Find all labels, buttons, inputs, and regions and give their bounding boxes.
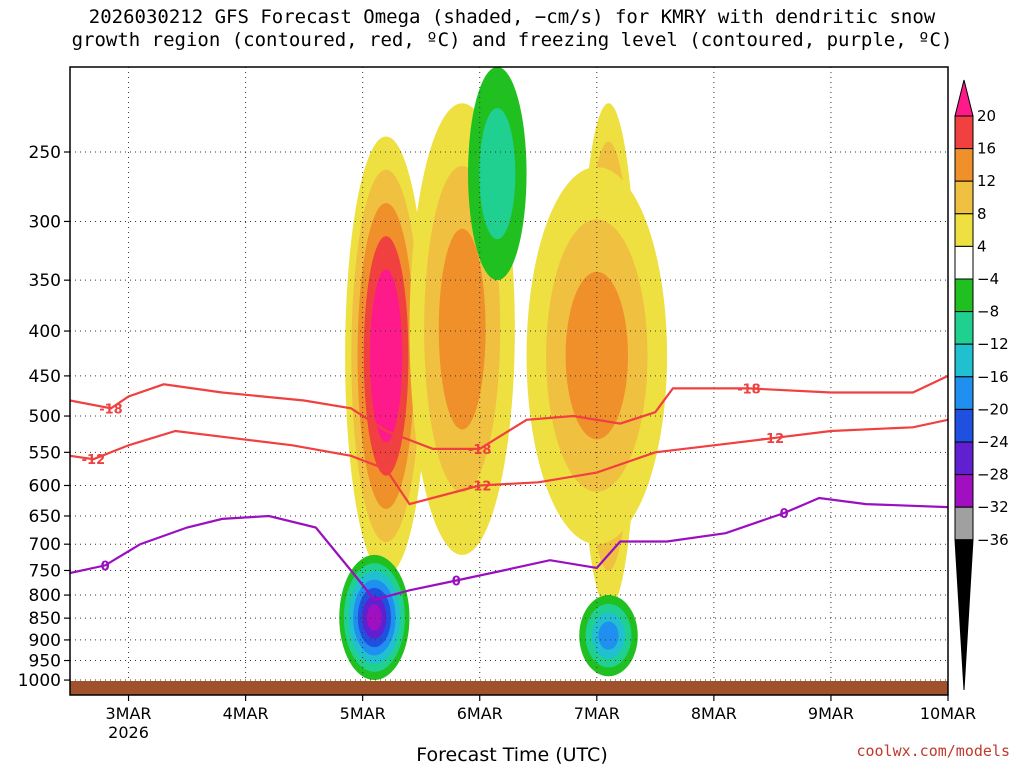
contour-label--12C-1: -12: [468, 479, 492, 494]
y-tick-label-8: 650: [29, 507, 61, 527]
colorbar-box-13: [954, 506, 974, 541]
y-axis: 2503003504004505005506006507007508008509…: [18, 143, 70, 691]
title-line-2: growth region (contoured, red, ºC) and f…: [71, 29, 953, 51]
y-tick-label-5: 500: [29, 407, 61, 427]
y-tick-label-15: 1000: [18, 671, 61, 691]
colorbar-label-13: −36: [977, 531, 1009, 549]
y-tick-label-14: 950: [29, 652, 61, 672]
omega-band-1-2: [438, 228, 486, 430]
colorbar-label-10: −24: [977, 433, 1009, 451]
colorbar-box-2: [954, 148, 974, 182]
colorbar-label-5: −4: [977, 270, 999, 288]
y-tick-label-13: 900: [29, 631, 61, 651]
colorbar-label-1: 16: [977, 140, 996, 158]
y-tick-label-7: 600: [29, 476, 61, 496]
colorbar-legend: 20 16 12 8 4 −4 −8 −12 −16 −20 −24 −28 −32 −36: [954, 79, 1009, 691]
colorbar-box-3: [954, 180, 974, 215]
colorbar-label-4: 4: [977, 237, 987, 255]
colorbar-box-5: [954, 245, 974, 280]
colorbar-label-8: −16: [977, 368, 1009, 386]
y-tick-label-12: 850: [29, 609, 61, 629]
y-tick-label-6: 550: [29, 443, 61, 463]
y-tick-label-11: 800: [29, 586, 61, 606]
colorbar-label-12: −32: [977, 498, 1009, 516]
colorbar-box-6: [954, 278, 974, 313]
contour-label--18C-1: -18: [468, 443, 492, 458]
colorbar-label-7: −12: [977, 335, 1009, 353]
colorbar-box-12: [954, 474, 974, 508]
contour-label--18C-2: -18: [737, 382, 761, 397]
y-tick-label-9: 700: [29, 535, 61, 555]
contour-label-0C-0: 0: [101, 559, 110, 574]
colorbar-box-11: [954, 441, 974, 476]
temperature-contours: -18 -18 -18 -12 -12 -12 0 0 0: [70, 374, 948, 602]
omega-shading: [339, 67, 668, 681]
x-tick-label-5: 8MAR: [691, 704, 737, 723]
colorbar-arrow-bottom: [954, 539, 974, 691]
colorbar-box-10: [954, 408, 974, 443]
contour-label-0C-2: 0: [780, 507, 789, 522]
x-axis-title: Forecast Time (UTC): [416, 744, 608, 766]
omega-band-4-6: [366, 604, 382, 631]
y-tick-label-3: 400: [29, 322, 61, 342]
x-tick-label-0: 3MAR: [106, 704, 152, 723]
colorbar-label-9: −20: [977, 400, 1009, 418]
omega-band-6-1: [479, 107, 516, 240]
plot-frame: [69, 66, 949, 696]
terrain-ground: [70, 681, 948, 695]
colorbar-label-11: −28: [977, 466, 1009, 484]
colorbar-label-3: 8: [977, 205, 987, 223]
x-tick-sublabel-0: 2026: [108, 723, 149, 742]
y-tick-label-10: 750: [29, 561, 61, 581]
contour-line--18C: [70, 374, 948, 450]
contour-label-0C-1: 0: [452, 575, 461, 590]
omega-band-3-2: [565, 271, 629, 440]
credit-text: coolwx.com/models: [856, 742, 1010, 760]
colorbar-box-8: [954, 343, 974, 378]
x-tick-label-7: 10MAR: [920, 704, 976, 723]
contour-label--18C-0: -18: [99, 402, 123, 417]
colorbar-label-0: 20: [977, 107, 996, 125]
title-line-1: 2026030212 GFS Forecast Omega (shaded, −…: [88, 6, 936, 28]
contour-line--12C: [70, 418, 948, 506]
colorbar-box-1: [954, 115, 974, 150]
x-tick-label-3: 6MAR: [457, 704, 503, 723]
y-tick-label-4: 450: [29, 367, 61, 387]
contour-label--12C-2: -12: [761, 432, 785, 447]
omega-band-0-5: [376, 302, 397, 410]
x-tick-label-2: 5MAR: [340, 704, 386, 723]
y-tick-label-2: 350: [29, 271, 61, 291]
x-tick-label-4: 7MAR: [574, 704, 620, 723]
omega-band-5-3: [598, 621, 619, 650]
y-tick-label-0: 250: [29, 143, 61, 163]
chart-title: 2026030212 GFS Forecast Omega (shaded, −…: [0, 6, 1024, 52]
contour-label--12C-0: -12: [82, 453, 106, 468]
colorbar-label-2: 12: [977, 172, 996, 190]
colorbar-box-9: [954, 376, 974, 410]
x-tick-label-1: 4MAR: [223, 704, 269, 723]
colorbar-label-6: −8: [977, 303, 999, 321]
colorbar-box-7: [954, 311, 974, 345]
x-tick-label-6: 9MAR: [808, 704, 854, 723]
colorbar-arrow-top: [954, 79, 974, 117]
y-tick-label-1: 300: [29, 212, 61, 232]
contour-line-0C: [70, 496, 948, 602]
colorbar-box-4: [954, 213, 974, 247]
